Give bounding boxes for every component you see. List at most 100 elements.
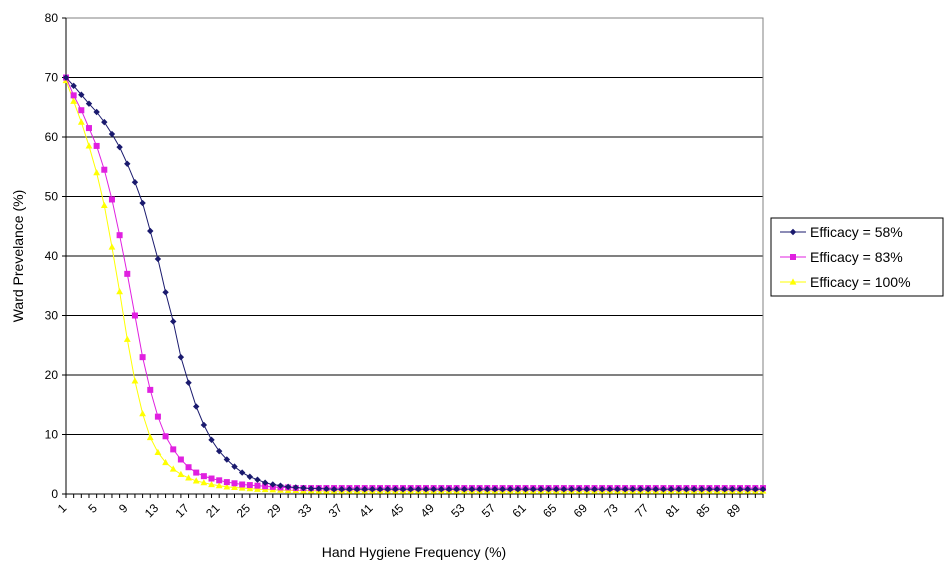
series-line bbox=[65, 77, 763, 489]
data-point bbox=[85, 125, 92, 132]
data-point bbox=[300, 484, 307, 492]
data-point bbox=[238, 469, 246, 476]
data-point bbox=[675, 486, 682, 493]
x-tick-label: 77 bbox=[632, 501, 652, 521]
data-point bbox=[146, 433, 154, 441]
data-point bbox=[560, 486, 568, 493]
x-tick-label: 21 bbox=[203, 501, 223, 521]
data-point bbox=[537, 486, 545, 493]
data-point bbox=[376, 486, 384, 493]
data-point bbox=[93, 169, 101, 176]
data-point bbox=[598, 486, 606, 493]
data-point bbox=[193, 403, 200, 410]
data-point bbox=[315, 485, 322, 492]
y-tick-labels: 0 10 20 30 40 50 60 70 80 bbox=[45, 11, 59, 501]
y-tick-label: 10 bbox=[45, 428, 59, 442]
x-tick-label: 65 bbox=[540, 501, 560, 521]
data-point bbox=[62, 74, 70, 81]
data-point bbox=[277, 482, 284, 489]
data-point bbox=[262, 483, 269, 490]
data-point bbox=[70, 92, 77, 99]
data-point bbox=[292, 484, 299, 491]
data-point bbox=[522, 486, 529, 493]
data-point bbox=[445, 486, 453, 493]
data-point bbox=[78, 107, 85, 114]
data-point bbox=[85, 142, 93, 149]
x-tick-label: 61 bbox=[510, 501, 530, 521]
x-tick-label: 45 bbox=[387, 501, 407, 521]
data-point bbox=[246, 485, 254, 492]
data-point bbox=[407, 486, 414, 493]
data-point bbox=[101, 118, 108, 126]
data-point bbox=[85, 100, 93, 107]
data-point bbox=[552, 486, 560, 493]
y-tick-label: 20 bbox=[45, 368, 59, 382]
data-point bbox=[147, 227, 154, 235]
data-point bbox=[254, 482, 261, 489]
data-point bbox=[476, 486, 483, 493]
data-point bbox=[246, 482, 253, 489]
data-point bbox=[269, 481, 277, 488]
legend-marker bbox=[789, 228, 797, 236]
data-point bbox=[185, 474, 192, 481]
data-point bbox=[131, 377, 139, 384]
x-tick-label: 41 bbox=[356, 501, 376, 521]
data-point bbox=[93, 108, 100, 116]
data-point bbox=[200, 473, 207, 480]
data-point bbox=[568, 486, 575, 493]
data-point bbox=[77, 118, 85, 125]
data-point bbox=[484, 486, 491, 493]
data-point bbox=[223, 456, 231, 463]
data-point bbox=[116, 232, 123, 239]
data-point bbox=[223, 479, 230, 486]
data-point bbox=[690, 486, 698, 493]
data-point bbox=[629, 486, 636, 493]
legend-label: Efficacy = 100% bbox=[810, 274, 911, 290]
data-point bbox=[154, 255, 162, 263]
data-point bbox=[323, 485, 330, 493]
data-point bbox=[468, 486, 476, 493]
y-tick-label: 40 bbox=[45, 249, 59, 263]
data-point bbox=[169, 465, 177, 472]
data-point bbox=[108, 196, 115, 203]
data-point bbox=[637, 486, 644, 493]
x-tick-label: 17 bbox=[172, 501, 192, 521]
data-point bbox=[698, 486, 705, 493]
data-point bbox=[307, 485, 315, 492]
data-point bbox=[530, 486, 537, 493]
data-point bbox=[430, 486, 437, 493]
data-point bbox=[254, 476, 261, 483]
data-point bbox=[124, 270, 131, 277]
x-tick-label: 5 bbox=[85, 501, 100, 516]
data-point bbox=[93, 142, 100, 149]
data-point bbox=[177, 470, 185, 477]
x-tick-label: 81 bbox=[663, 501, 683, 521]
x-tick-label: 57 bbox=[479, 501, 499, 521]
x-tick-label: 69 bbox=[571, 501, 591, 521]
series-3 bbox=[62, 76, 767, 494]
x-tick-label: 29 bbox=[264, 501, 284, 521]
data-point bbox=[139, 354, 146, 361]
data-point bbox=[399, 486, 407, 493]
gridlines bbox=[66, 17, 763, 435]
legend-marker bbox=[789, 278, 797, 285]
data-point bbox=[330, 486, 338, 493]
x-tick-label: 1 bbox=[55, 501, 70, 516]
data-point bbox=[162, 458, 169, 466]
data-point bbox=[170, 318, 177, 325]
data-point bbox=[744, 486, 751, 493]
data-point bbox=[392, 486, 399, 493]
data-point bbox=[461, 486, 468, 493]
x-tick-label: 53 bbox=[448, 501, 468, 521]
data-point bbox=[660, 486, 667, 493]
legend-label: Efficacy = 83% bbox=[810, 249, 903, 265]
data-point bbox=[736, 486, 744, 493]
data-point bbox=[422, 486, 430, 493]
data-point bbox=[100, 201, 108, 209]
data-point bbox=[652, 486, 659, 493]
data-point bbox=[231, 483, 238, 491]
x-tick-label: 25 bbox=[234, 501, 254, 521]
x-tick-label: 33 bbox=[295, 501, 315, 521]
data-point bbox=[162, 289, 169, 296]
data-point bbox=[116, 143, 123, 151]
